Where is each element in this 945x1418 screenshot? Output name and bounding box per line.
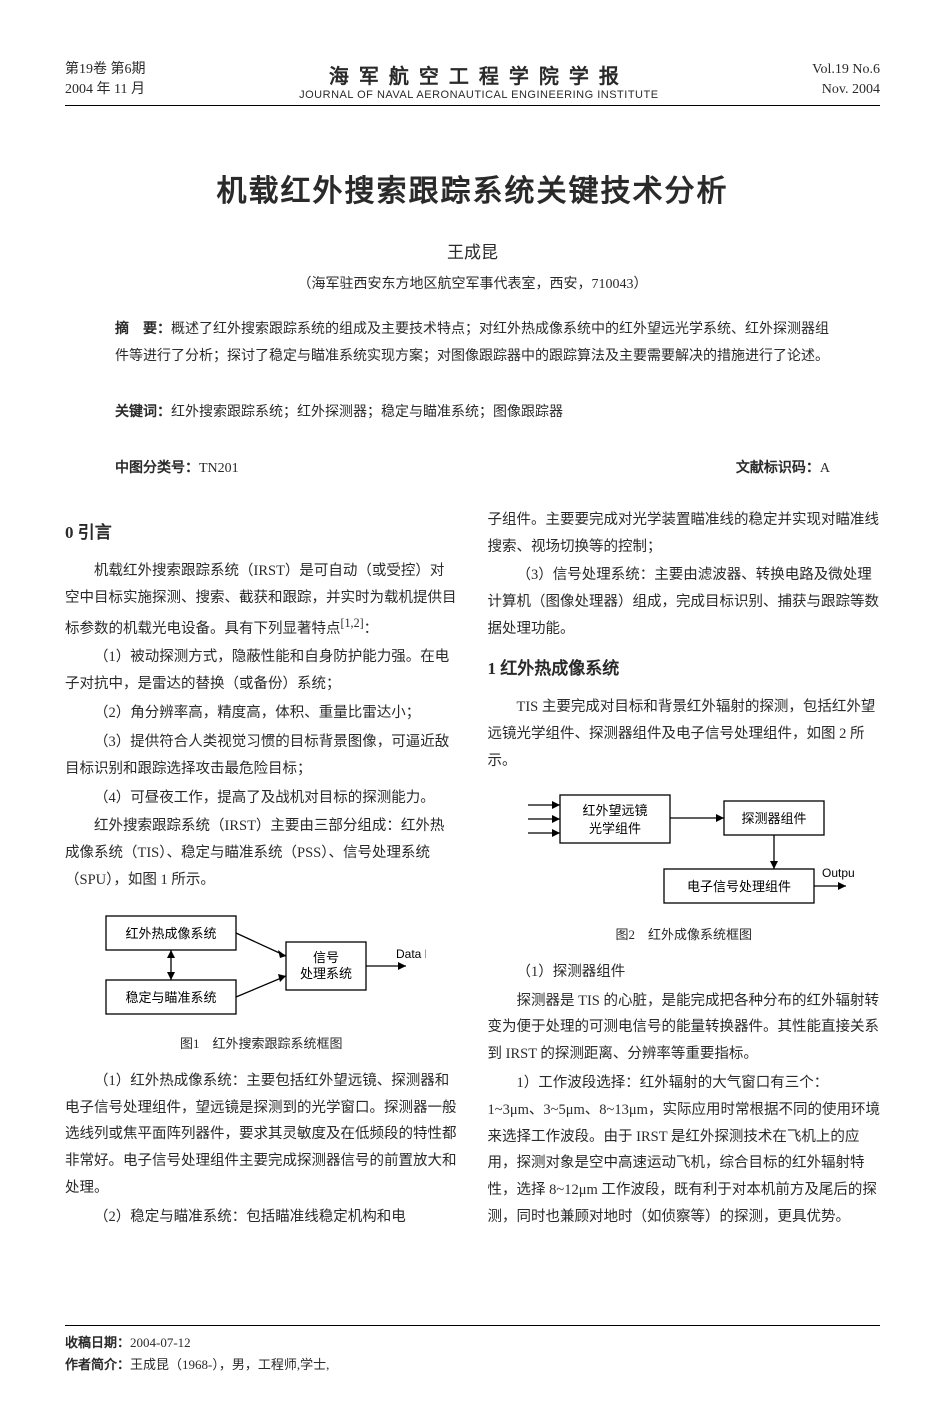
- doc-code-label: 文献标识码：: [736, 461, 820, 476]
- point-4: （4）可昼夜工作，提高了及战机对目标的探测能力。: [65, 785, 458, 812]
- body-columns: 0 引言 机载红外搜索跟踪系统（IRST）是可自动（或受控）对空中目标实施探测、…: [65, 507, 880, 1233]
- figure-2-svg: 红外望远镜 光学组件 探测器组件 电子信号处理组件 Output: [514, 787, 854, 917]
- doc-code-value: A: [820, 461, 830, 476]
- spu-desc: （3）信号处理系统：主要由滤波器、转换电路及微处理计算机（图像处理器）组成，完成…: [488, 562, 881, 642]
- date-en: Nov. 2004: [812, 80, 880, 100]
- intro-text: 机载红外搜索跟踪系统（IRST）是可自动（或受控）对空中目标实施探测、搜索、截获…: [65, 563, 457, 636]
- figure-1-caption: 图1 红外搜索跟踪系统框图: [65, 1032, 458, 1056]
- header-right: Vol.19 No.6 Nov. 2004: [812, 60, 880, 99]
- abstract-block: 摘 要：概述了红外搜索跟踪系统的组成及主要技术特点；对红外热成像系统中的红外望远…: [115, 317, 830, 370]
- clc-number: 中图分类号：TN201: [115, 457, 239, 477]
- journal-name-en: JOURNAL OF NAVAL AERONAUTICAL ENGINEERIN…: [299, 89, 658, 101]
- right-column: 子组件。主要要完成对光学装置瞄准线的稳定并实现对瞄准线搜索、视场切换等的控制； …: [488, 507, 881, 1233]
- volume-issue-cn: 第19卷 第6期: [65, 60, 146, 80]
- keywords-text: 红外搜索跟踪系统；红外探测器；稳定与瞄准系统；图像跟踪器: [171, 405, 563, 420]
- keywords-block: 关键词：红外搜索跟踪系统；红外探测器；稳定与瞄准系统；图像跟踪器: [115, 400, 830, 427]
- abstract-label: 摘 要：: [115, 322, 171, 337]
- header-left: 第19卷 第6期 2004 年 11 月: [65, 60, 146, 99]
- journal-name-cn: 海军航空工程学院学报: [299, 60, 658, 89]
- clc-value: TN201: [199, 461, 239, 476]
- irst-composition: 红外搜索跟踪系统（IRST）主要由三部分组成：红外热成像系统（TIS）、稳定与瞄…: [65, 813, 458, 893]
- intro-tail: ：: [364, 621, 379, 637]
- fig1-output: Data Bus: [396, 947, 426, 961]
- point-3: （3）提供符合人类视觉习惯的目标背景图像，可逼近敌目标识别和跟踪选择攻击最危险目…: [65, 729, 458, 783]
- fig2-box1b: 光学组件: [589, 821, 641, 836]
- point-1: （1）被动探测方式，隐蔽性能和自身防护能力强。在电子对抗中，是雷达的替换（或备份…: [65, 644, 458, 698]
- header-center: 海军航空工程学院学报 JOURNAL OF NAVAL AERONAUTICAL…: [299, 60, 658, 101]
- volume-issue-en: Vol.19 No.6: [812, 60, 880, 80]
- pss-desc-cont: 子组件。主要要完成对光学装置瞄准线的稳定并实现对瞄准线搜索、视场切换等的控制；: [488, 507, 881, 561]
- pss-desc-part: （2）稳定与瞄准系统：包括瞄准线稳定机构和电: [65, 1204, 458, 1231]
- date-cn: 2004 年 11 月: [65, 80, 146, 100]
- abstract-text: 概述了红外搜索跟踪系统的组成及主要技术特点；对红外热成像系统中的红外望远光学系统…: [115, 322, 829, 364]
- fig2-box1a: 红外望远镜: [582, 803, 647, 818]
- section-1-heading: 1 红外热成像系统: [488, 653, 881, 684]
- author-name: 王成昆: [65, 238, 880, 263]
- fig1-box1: 红外热成像系统: [126, 926, 217, 941]
- point-2: （2）角分辨率高，精度高，体积、重量比雷达小；: [65, 700, 458, 727]
- left-column: 0 引言 机载红外搜索跟踪系统（IRST）是可自动（或受控）对空中目标实施探测、…: [65, 507, 458, 1233]
- fig2-box3: 电子信号处理组件: [687, 879, 791, 894]
- detector-desc: 探测器是 TIS 的心脏，是能完成把各种分布的红外辐射转变为便于处理的可测电信号…: [488, 988, 881, 1068]
- author-bio-value: 王成昆（1968-），男，工程师,学士,: [130, 1357, 329, 1372]
- fig2-output: Output: [822, 866, 854, 880]
- fig2-box2: 探测器组件: [741, 811, 806, 826]
- journal-header: 第19卷 第6期 2004 年 11 月 海军航空工程学院学报 JOURNAL …: [65, 60, 880, 106]
- author-bio: 作者简介：王成昆（1968-），男，工程师,学士,: [65, 1354, 880, 1376]
- tis-intro: TIS 主要完成对目标和背景红外辐射的探测，包括红外望远镜光学组件、探测器组件及…: [488, 694, 881, 774]
- section-0-heading: 0 引言: [65, 517, 458, 548]
- figure-1-svg: 红外热成像系统 稳定与瞄准系统 信号 处理系统 Data Bus: [96, 906, 426, 1026]
- clc-label: 中图分类号：: [115, 461, 199, 476]
- detector-head: （1）探测器组件: [488, 959, 881, 986]
- article-title: 机载红外搜索跟踪系统关键技术分析: [65, 166, 880, 210]
- figure-2: 红外望远镜 光学组件 探测器组件 电子信号处理组件 Output 图2 红外成像…: [488, 787, 881, 947]
- figure-1: 红外热成像系统 稳定与瞄准系统 信号 处理系统 Data Bus 图1 红外搜索…: [65, 906, 458, 1056]
- keywords-label: 关键词：: [115, 405, 171, 420]
- fig1-box3a: 信号: [313, 950, 339, 965]
- author-affiliation: （海军驻西安东方地区航空军事代表室，西安，710043）: [65, 273, 880, 293]
- fig1-box3b: 处理系统: [300, 966, 352, 981]
- figure-2-caption: 图2 红外成像系统框图: [488, 923, 881, 947]
- citation-sup: [1,2]: [341, 616, 364, 630]
- received-date: 收稿日期：2004-07-12: [65, 1332, 880, 1354]
- waveband-desc: 1）工作波段选择：红外辐射的大气窗口有三个：1~3μm、3~5μm、8~13μm…: [488, 1070, 881, 1231]
- fig1-box2: 稳定与瞄准系统: [126, 990, 217, 1005]
- classification-row: 中图分类号：TN201 文献标识码：A: [115, 457, 830, 477]
- author-bio-label: 作者简介：: [65, 1357, 130, 1372]
- footer-block: 收稿日期：2004-07-12 作者简介：王成昆（1968-），男，工程师,学士…: [65, 1325, 880, 1376]
- tis-desc: （1）红外热成像系统：主要包括红外望远镜、探测器和电子信号处理组件，望远镜是探测…: [65, 1068, 458, 1202]
- intro-para: 机载红外搜索跟踪系统（IRST）是可自动（或受控）对空中目标实施探测、搜索、截获…: [65, 558, 458, 642]
- doc-code: 文献标识码：A: [736, 457, 830, 477]
- received-value: 2004-07-12: [130, 1335, 191, 1350]
- received-label: 收稿日期：: [65, 1335, 130, 1350]
